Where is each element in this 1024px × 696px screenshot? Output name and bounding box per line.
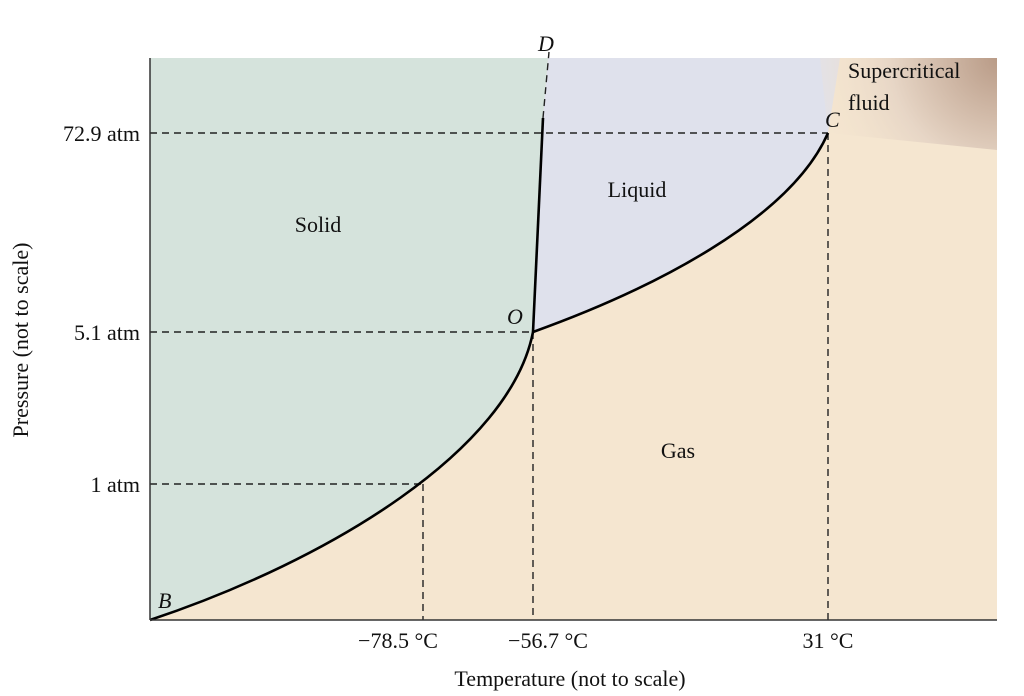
y-tick-label: 5.1 atm <box>74 320 140 345</box>
y-axis-title: Pressure (not to scale) <box>8 243 33 438</box>
region-label: Gas <box>661 438 695 463</box>
point-label: C <box>825 107 840 132</box>
supercritical-region <box>820 58 997 150</box>
region-label: Liquid <box>608 177 667 202</box>
vaporization-curve <box>532 132 830 334</box>
region-label: Solid <box>295 212 341 237</box>
region-label: fluid <box>848 90 890 115</box>
x-axis-title: Temperature (not to scale) <box>454 666 685 691</box>
solid-region <box>150 58 548 620</box>
x-tick-label: 31 °C <box>803 628 854 653</box>
point-label: B <box>158 588 171 613</box>
point-label: D <box>537 31 554 56</box>
x-tick-label: −78.5 °C <box>358 628 438 653</box>
sublimation-curve <box>149 331 535 622</box>
region-label: Supercritical <box>848 58 960 83</box>
liquid-region <box>533 58 840 332</box>
y-tick-label: 72.9 atm <box>63 121 140 146</box>
melting-curve <box>531 117 545 333</box>
point-label: O <box>507 304 523 329</box>
x-tick-label: −56.7 °C <box>508 628 588 653</box>
y-tick-label: 1 atm <box>91 472 141 497</box>
